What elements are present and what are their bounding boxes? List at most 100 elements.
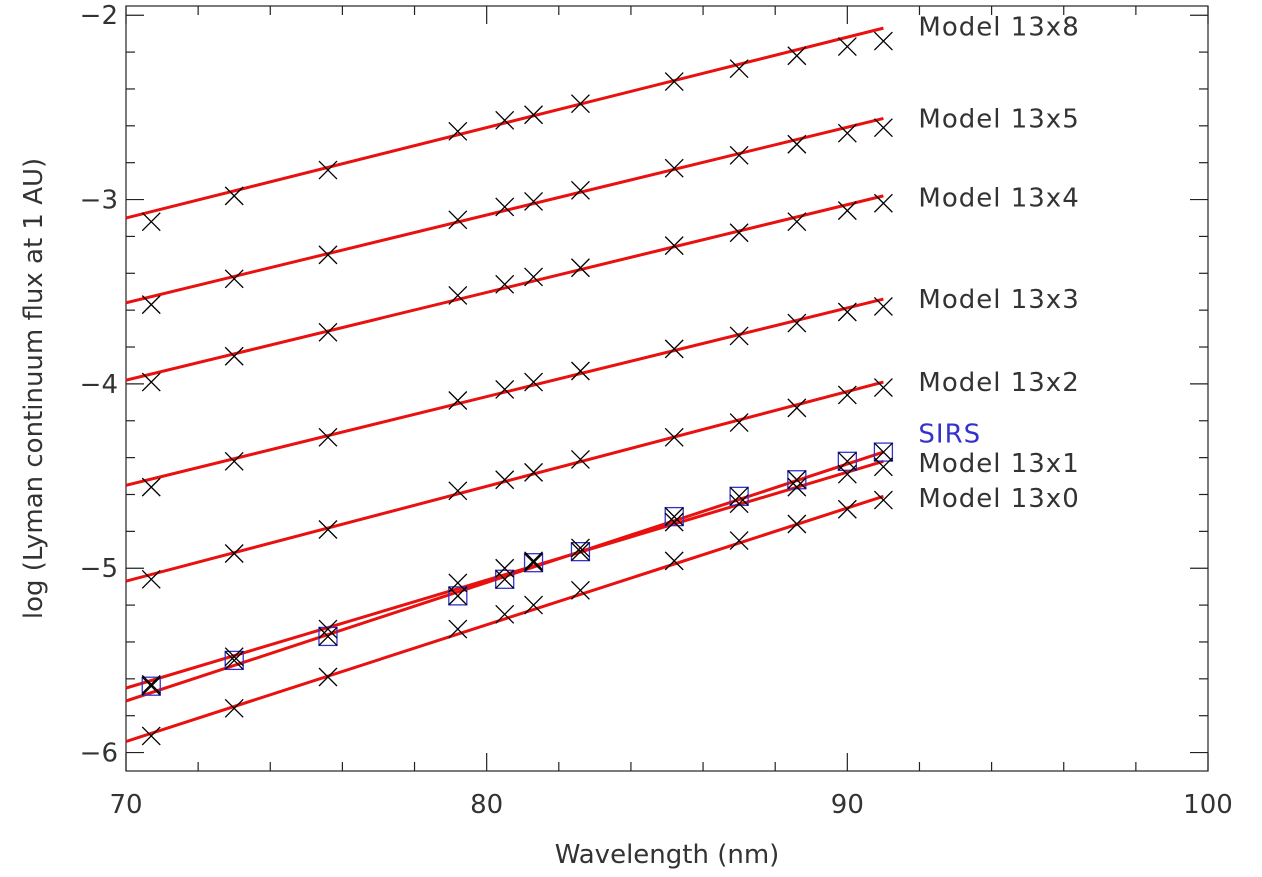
x-tick-label: 90 <box>831 790 864 820</box>
cross-marker <box>664 427 684 447</box>
cross-marker <box>318 667 338 687</box>
model-data-point <box>570 450 590 469</box>
cross-marker <box>141 295 161 315</box>
cross-marker <box>524 595 544 615</box>
cross-marker <box>729 531 749 551</box>
fit-line <box>125 297 884 487</box>
cross-marker <box>729 145 749 165</box>
model-data-point <box>141 674 161 694</box>
cross-marker <box>729 413 749 433</box>
square-marker <box>523 553 544 573</box>
sirs-data-point <box>787 470 807 490</box>
model-data-point <box>141 372 161 392</box>
model-data-point <box>664 551 684 571</box>
model-data-point <box>524 551 544 571</box>
model-data-point <box>570 538 590 558</box>
cross-marker <box>524 462 544 482</box>
square-marker <box>224 650 244 671</box>
cross-marker <box>224 647 244 667</box>
model-data-point <box>837 464 857 484</box>
model-data-point <box>318 520 338 539</box>
fit-line <box>125 26 884 220</box>
cross-marker <box>141 477 161 497</box>
cross-marker <box>524 553 544 573</box>
model-data-point <box>141 477 161 497</box>
model-data-point <box>664 236 684 256</box>
cross-marker <box>873 490 893 510</box>
cross-marker <box>729 326 749 346</box>
model-data-point <box>495 379 515 399</box>
cross-marker <box>141 674 161 694</box>
cross-marker <box>524 267 544 287</box>
cross-marker <box>495 110 515 130</box>
sirs-data-point <box>664 506 684 527</box>
model-data-point <box>448 391 468 410</box>
model-data-point <box>729 59 749 79</box>
cross-marker <box>787 313 807 333</box>
model-data-point <box>495 558 515 578</box>
model-data-point <box>224 647 244 667</box>
model-data-point <box>224 698 244 718</box>
cross-marker <box>664 158 684 178</box>
cross-marker <box>318 619 338 639</box>
y-axis-label: log (Lyman continuum flux at 1 AU) <box>19 158 49 619</box>
model-data-point <box>448 121 468 141</box>
x-tick-label: 100 <box>1183 790 1233 820</box>
model-data-point <box>787 212 807 232</box>
cross-marker <box>570 542 590 562</box>
model-data-point <box>224 451 244 471</box>
model-data-point <box>837 499 857 519</box>
cross-marker <box>224 451 244 471</box>
series-label: Model 13x4 <box>918 184 1079 214</box>
model-data-point <box>318 160 338 180</box>
cross-marker <box>318 626 338 646</box>
cross-marker <box>570 580 590 600</box>
model-data-point <box>873 31 893 51</box>
square-marker <box>318 626 338 647</box>
model-data-point <box>873 297 893 316</box>
model-data-point <box>495 470 515 490</box>
cross-marker <box>664 512 684 532</box>
model-data-point <box>570 580 590 600</box>
cross-marker <box>495 470 515 490</box>
model-data-point <box>224 346 244 366</box>
cross-marker <box>873 378 893 398</box>
model-data-point <box>570 361 590 381</box>
model-data-point <box>729 326 749 346</box>
cross-marker <box>448 121 468 141</box>
cross-marker <box>141 372 161 392</box>
cross-marker <box>787 514 807 534</box>
series-label: Model 13x3 <box>918 285 1079 315</box>
sirs-data-point <box>318 626 338 647</box>
model-data-point <box>141 569 161 589</box>
cross-marker <box>224 346 244 366</box>
cross-marker <box>141 569 161 589</box>
sirs-data-point <box>141 676 161 696</box>
model-data-point <box>664 158 684 178</box>
series-label: Model 13x2 <box>918 368 1079 398</box>
cross-marker <box>664 72 684 92</box>
model-data-point <box>787 46 807 66</box>
cross-marker <box>448 210 468 230</box>
model-data-point <box>873 193 893 213</box>
model-data-point <box>873 378 893 398</box>
sirs-data-point <box>570 541 591 562</box>
cross-marker <box>318 520 338 539</box>
cross-marker <box>873 457 893 477</box>
cross-marker <box>224 698 244 718</box>
cross-marker <box>873 442 893 462</box>
cross-marker <box>837 302 857 322</box>
model-data-point <box>495 604 515 624</box>
model-data-point <box>664 427 684 447</box>
x-tick-label: 70 <box>109 790 142 820</box>
model-data-point <box>495 197 515 217</box>
cross-marker <box>787 212 807 232</box>
model-data-point <box>524 105 544 125</box>
cross-marker <box>570 538 590 558</box>
cross-marker <box>448 285 468 305</box>
model-data-point <box>224 186 244 206</box>
cross-marker <box>448 573 468 593</box>
cross-marker <box>318 322 338 342</box>
model-data-point <box>524 191 544 211</box>
